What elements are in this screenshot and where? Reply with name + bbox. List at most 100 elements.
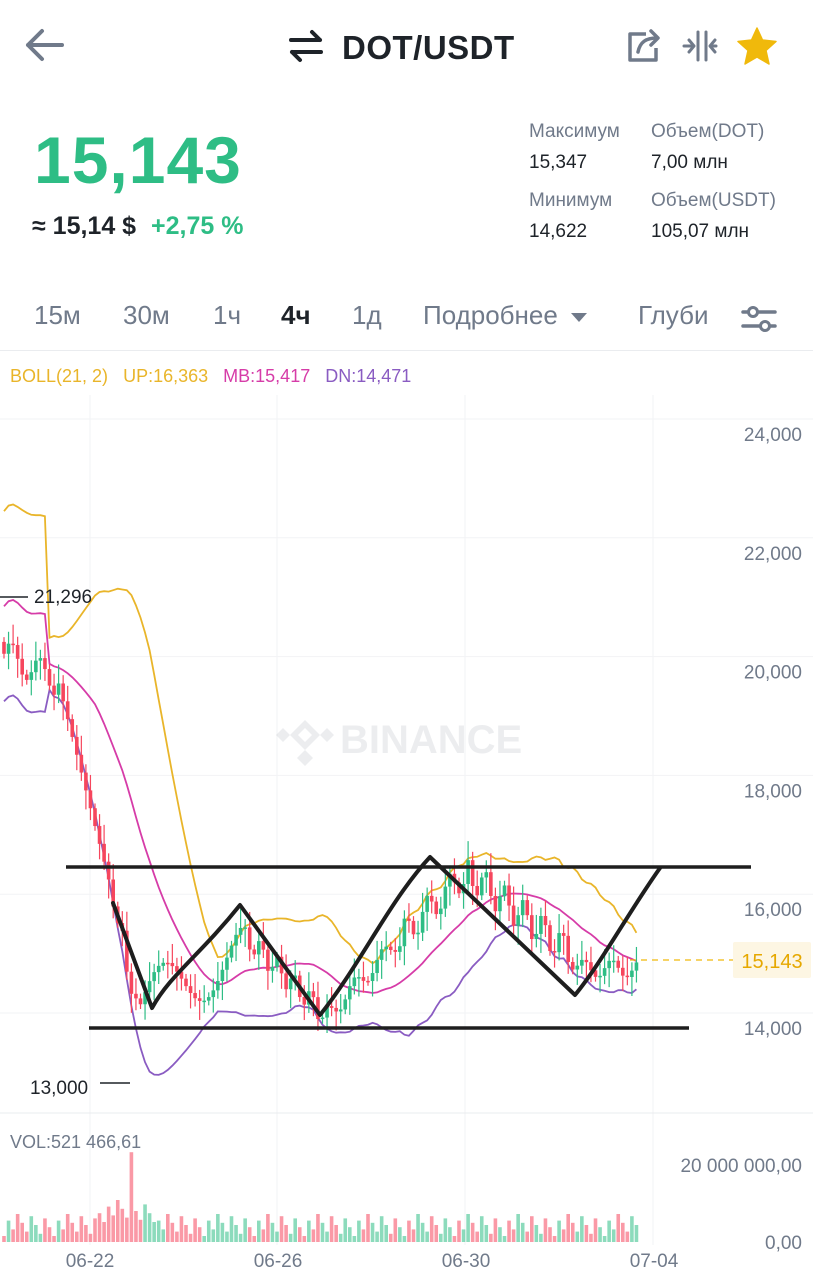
volume-bar xyxy=(84,1225,88,1242)
candle-body xyxy=(525,900,530,916)
candle-body xyxy=(407,918,411,921)
volume-bar xyxy=(38,1233,43,1242)
candle-body xyxy=(216,981,220,991)
swap-arrows-icon xyxy=(288,29,324,68)
candle-body xyxy=(534,933,539,940)
volume-bar xyxy=(548,1227,552,1242)
volume-bar xyxy=(348,1227,352,1242)
candle-body xyxy=(84,772,88,791)
candle-body xyxy=(443,886,448,909)
volume-bar xyxy=(6,1220,11,1242)
candle-body xyxy=(434,901,439,915)
volume-bar xyxy=(334,1225,338,1242)
volume-bar xyxy=(88,1233,93,1242)
candle-body xyxy=(129,971,134,994)
volume-bar xyxy=(147,1213,152,1242)
tab-30m[interactable]: 30м xyxy=(123,300,170,330)
tab-4h[interactable]: 4ч xyxy=(281,300,311,330)
volume-bar xyxy=(416,1214,420,1242)
tab-depth[interactable]: Глуби xyxy=(638,300,708,330)
candle-body xyxy=(20,658,24,675)
price-chart[interactable]: BINANCE 24,000 22,000 20,000 18,000 16,000 14… xyxy=(0,380,813,1280)
volume-bar xyxy=(498,1227,502,1242)
candle-body xyxy=(493,895,498,912)
volume-bar xyxy=(279,1216,284,1242)
candle-body xyxy=(580,959,584,966)
high-marker-label: 21,296 xyxy=(34,587,92,608)
pair-selector[interactable]: DOT/USDT xyxy=(288,26,515,70)
candle-body xyxy=(138,998,143,1005)
candle-body xyxy=(247,927,252,950)
low-label: Минимум xyxy=(529,190,613,211)
high-label: Максимум xyxy=(529,121,620,142)
candle-body xyxy=(543,915,548,926)
price-change-percent: +2,75 % xyxy=(151,212,244,240)
volume-bar xyxy=(129,1152,134,1242)
watermark-text: BINANCE xyxy=(340,718,522,762)
candle-body xyxy=(511,905,516,926)
volume-y-label: 0,00 xyxy=(765,1233,802,1254)
volume-y-label: 20 000 000,00 xyxy=(680,1156,802,1177)
tabs-divider xyxy=(0,350,813,351)
volume-bar xyxy=(247,1227,252,1242)
candle-body xyxy=(111,879,115,907)
candle-body xyxy=(566,935,570,962)
candle-body xyxy=(348,986,352,1000)
share-icon[interactable] xyxy=(624,26,664,66)
sliders-icon[interactable] xyxy=(741,304,777,339)
candle-body xyxy=(188,986,193,993)
volume-bar xyxy=(493,1218,498,1242)
volume-bar xyxy=(625,1231,630,1242)
volume-bar xyxy=(138,1219,143,1242)
volume-bar xyxy=(429,1216,434,1242)
tab-more[interactable]: Подробнее xyxy=(423,300,589,331)
candle-body xyxy=(466,860,470,884)
volume-bar xyxy=(125,1217,129,1242)
tab-15m[interactable]: 15м xyxy=(34,300,81,330)
candle-body xyxy=(284,973,288,990)
volume-bar xyxy=(607,1220,611,1242)
volume-bar xyxy=(316,1214,320,1242)
candle-body xyxy=(193,992,197,999)
volume-bar xyxy=(484,1225,489,1242)
volume-bar xyxy=(502,1236,507,1242)
candle-body xyxy=(352,977,357,987)
volume-bar xyxy=(216,1214,220,1242)
volume-bar xyxy=(220,1222,225,1242)
volume-bar xyxy=(11,1229,15,1242)
candle-body xyxy=(184,978,188,987)
y-axis-label: 16,000 xyxy=(744,900,802,921)
candle-body xyxy=(361,977,366,981)
volume-bar xyxy=(56,1220,61,1242)
volume-bar xyxy=(288,1233,293,1242)
top-bar: DOT/USDT xyxy=(0,0,813,95)
volume-bar xyxy=(457,1220,461,1242)
candle-body xyxy=(625,975,630,978)
candle-body xyxy=(79,754,84,773)
candle-body xyxy=(179,971,184,979)
volume-bar xyxy=(29,1216,34,1242)
candle-body xyxy=(175,966,179,972)
volume-bar xyxy=(175,1231,179,1242)
tab-1d[interactable]: 1д xyxy=(352,300,382,330)
candle-body xyxy=(375,959,379,974)
candle-body xyxy=(575,965,580,970)
candle-body xyxy=(6,643,11,654)
candle-body xyxy=(607,960,611,969)
volume-bar xyxy=(188,1233,193,1242)
volume-bar xyxy=(275,1231,279,1242)
tab-1h[interactable]: 1ч xyxy=(213,300,242,330)
volume-bar xyxy=(461,1229,466,1242)
volume-bar xyxy=(434,1225,439,1242)
compare-arrows-icon[interactable] xyxy=(680,26,720,66)
back-arrow-icon[interactable] xyxy=(22,25,66,65)
volume-bar xyxy=(398,1227,402,1242)
volume-bar xyxy=(225,1231,229,1242)
volume-bar xyxy=(102,1222,106,1242)
boll-mb: MB:15,417 xyxy=(223,366,311,386)
favorite-star-icon[interactable] xyxy=(736,26,777,66)
volume-bar xyxy=(170,1222,175,1242)
candle-body xyxy=(475,885,479,896)
caret-down-icon xyxy=(571,313,588,323)
candle-body xyxy=(243,927,247,929)
